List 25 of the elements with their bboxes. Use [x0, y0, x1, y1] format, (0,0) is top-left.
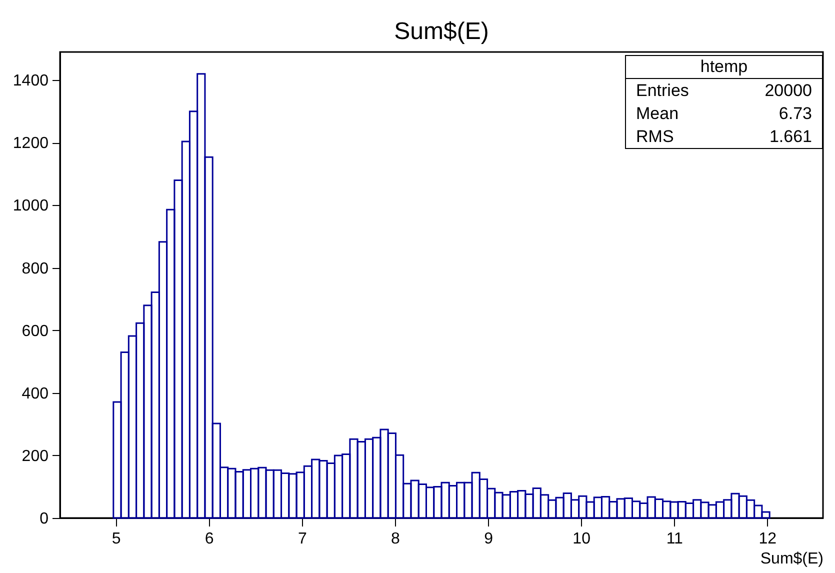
annotation: RMS — [636, 126, 674, 148]
x-tick-label: 7 — [298, 530, 307, 548]
y-tick-label: 1200 — [12, 135, 49, 152]
x-tick-label: 9 — [484, 530, 494, 548]
x-tick-label: 12 — [758, 530, 777, 548]
x-tick-label: 8 — [391, 530, 400, 548]
y-tick-label: 200 — [22, 448, 49, 465]
y-tick-label: 600 — [22, 322, 49, 340]
annotation: 20000 — [764, 80, 812, 102]
x-tick-label: 11 — [666, 530, 684, 548]
annotation: Mean — [636, 103, 679, 125]
annotation: 1.661 — [769, 126, 812, 148]
y-tick-label: 1400 — [12, 72, 49, 90]
y-tick-label: 800 — [22, 260, 49, 278]
x-axis-title: Sum$(E) — [760, 550, 824, 568]
annotation: htemp — [626, 56, 822, 79]
y-tick-label: 400 — [22, 385, 49, 402]
y-tick-label: 0 — [40, 510, 49, 528]
x-tick-label: 10 — [572, 530, 591, 548]
annotation: Entries — [636, 80, 689, 102]
annotation: 6.73 — [778, 103, 812, 125]
x-tick-label: 5 — [112, 530, 121, 548]
x-tick-label: 6 — [204, 530, 214, 548]
y-tick-label: 1000 — [12, 198, 49, 215]
chart-title: Sum$(E) — [394, 18, 489, 45]
